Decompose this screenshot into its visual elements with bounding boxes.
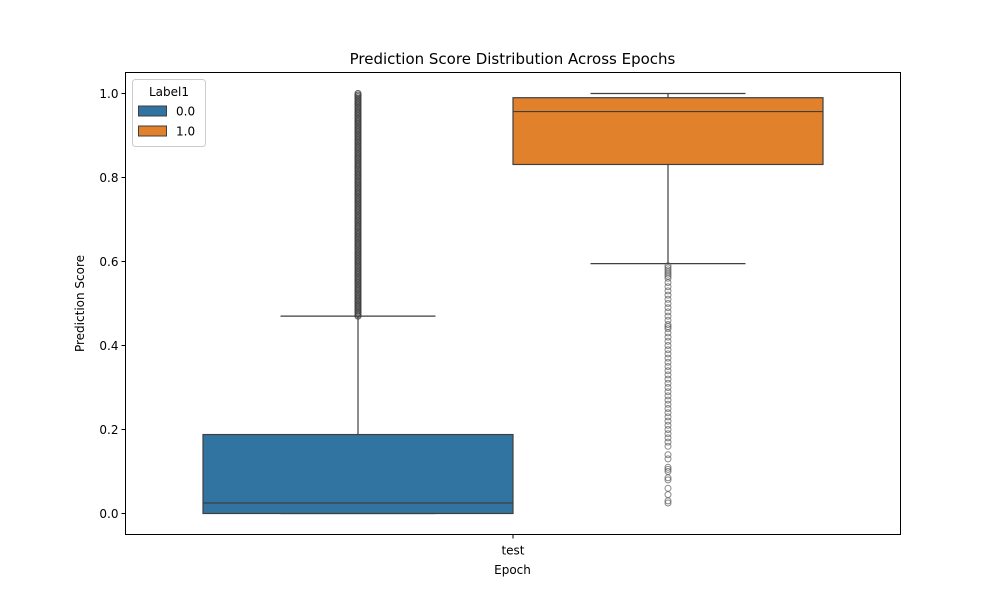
outlier-point [664,363,672,370]
outlier-point [664,329,672,337]
chart-title: Prediction Score Distribution Across Epo… [350,50,676,68]
outlier-point [664,291,672,299]
outlier-point [664,463,672,471]
legend-label: 1.0 [176,125,195,139]
outlier-point [664,337,672,345]
outlier-point [664,342,672,349]
outlier-point [664,392,672,400]
outlier-point [664,421,672,429]
outlier-point [664,400,672,408]
outlier-point [664,384,672,391]
box-series-1 [202,89,514,515]
y-tick-label: 0.4 [99,339,118,353]
outlier-point [664,474,672,482]
outlier-point [664,350,672,358]
outlier-point [664,308,672,316]
outlier-point [354,89,362,98]
outlier-point [664,426,672,433]
outlier-point [664,409,672,417]
outlier-point [664,274,672,282]
outlier-point [664,325,672,333]
box-iqr [202,433,514,515]
outlier-point [664,379,672,387]
x-axis-label: Epoch [494,563,531,577]
outlier-point [664,270,672,278]
outlier-point [664,491,672,499]
y-tick-label: 0.6 [99,255,118,269]
outlier-point [664,499,672,507]
outlier-point [664,413,672,421]
outlier-point [664,279,672,286]
legend-title: Label1 [149,85,189,99]
outlier-point [664,388,672,396]
outlier-point [664,300,672,307]
outlier-point [664,354,672,362]
y-axis-label: Prediction Score [73,255,87,352]
outlier-point [664,371,672,379]
outlier-point [664,442,672,450]
outlier-point [664,434,672,442]
outlier-point [664,283,672,291]
box-series-2 [512,92,824,507]
y-axis: 0.0 0.2 0.4 0.6 0.8 1.0 [99,87,126,521]
y-tick-label: 0.8 [99,171,118,185]
outlier-point [664,396,672,404]
outlier-point [664,497,672,505]
x-axis: test [501,534,525,558]
outlier-point [664,455,672,463]
y-tick-label: 0.0 [99,507,118,521]
outlier-point [664,375,672,383]
legend-swatch [138,125,167,137]
outlier-point [664,451,672,459]
x-tick-label: test [501,544,524,558]
outlier-point [664,287,672,295]
outlier-point [664,304,672,312]
outlier-point [664,430,672,438]
legend: Label1 0.0 1.0 [132,79,206,147]
outlier-point [664,346,672,354]
outlier-point [664,321,672,328]
outlier-point [664,405,672,412]
box-iqr [512,97,824,166]
y-tick-label: 1.0 [99,87,118,101]
legend-label: 0.0 [176,105,195,119]
outlier-point [664,438,672,446]
y-tick-label: 0.2 [99,423,118,437]
outlier-point [664,312,672,320]
outlier-point [664,333,672,341]
outlier-point [664,367,672,375]
legend-swatch [138,105,167,117]
outlier-point [664,465,672,473]
outlier-point [664,358,672,366]
outlier-point [664,476,672,484]
outlier-point [664,417,672,425]
outlier-point [664,484,672,492]
outlier-point [664,295,672,303]
